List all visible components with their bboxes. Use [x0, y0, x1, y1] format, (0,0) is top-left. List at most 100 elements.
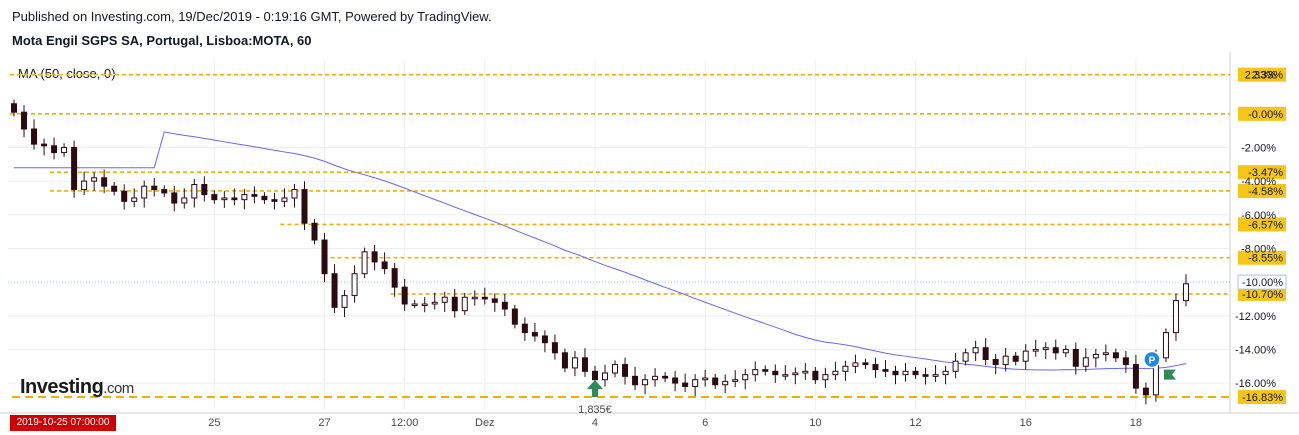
y-tick-label: 2.33%: [1245, 70, 1276, 82]
logo-main: Investing: [20, 376, 104, 398]
candle-body: [902, 370, 909, 376]
candle-body: [992, 359, 999, 366]
candle-body: [401, 286, 408, 305]
candle-body: [311, 222, 318, 241]
candle-body: [832, 370, 839, 376]
time-badge: 2019-10-25 07:00:00: [10, 415, 116, 431]
chart-title: Mota Engil SGPS SA, Portugal, Lisboa:MOT…: [12, 33, 312, 48]
candle-body: [792, 372, 799, 376]
candle-body: [682, 382, 689, 387]
candle-body: [1062, 348, 1069, 354]
candle-body: [892, 370, 899, 376]
moving-average: [14, 131, 1187, 371]
candle-body: [722, 380, 729, 386]
candle-body: [581, 357, 588, 372]
candle-body: [692, 379, 699, 387]
candle-body: [541, 335, 548, 344]
y-tick-label: -6.00%: [1241, 210, 1276, 222]
candle-body: [1102, 352, 1109, 355]
candle-body: [762, 369, 769, 372]
candle-body: [551, 342, 558, 354]
candle-body: [111, 185, 118, 192]
candle-body: [742, 374, 749, 381]
candle-body: [612, 364, 619, 374]
x-tick-label: 16: [1020, 417, 1032, 429]
candle-body: [1112, 352, 1119, 359]
candle-body: [141, 185, 148, 199]
fib-level-label: -16.83%: [1242, 392, 1283, 404]
y-tick-label: -4.00%: [1241, 176, 1276, 188]
candle-body: [491, 298, 498, 303]
candle-body: [151, 185, 158, 191]
candle-body: [561, 352, 568, 369]
indicator-label[interactable]: MA (50, close, 0): [18, 66, 116, 81]
ma-line: [14, 131, 1187, 371]
candle-body: [652, 375, 659, 381]
fib-level-tag: [1238, 390, 1286, 405]
y-tick-label: -16.00%: [1235, 378, 1276, 390]
candle-body: [371, 251, 378, 263]
candle-body: [191, 184, 198, 199]
candle-body: [1002, 355, 1009, 366]
x-tick-label: Dez: [475, 417, 495, 429]
y-tick-label: -2.00%: [1241, 143, 1276, 155]
candle-body: [271, 199, 278, 202]
candle-body: [962, 352, 969, 362]
up-arrow-icon: [586, 379, 603, 397]
fib-level-tag: [1238, 165, 1286, 180]
candle-body: [1052, 347, 1059, 354]
y-tick-label: -8.00%: [1241, 243, 1276, 255]
fibonacci-levels: 2.33% -0.00% -3.47% -4.58% -6.57% -8.55% -10.7…: [8, 67, 1287, 405]
candle-body: [1022, 350, 1029, 362]
y-tick-label: -14.00%: [1235, 344, 1276, 356]
candle-body: [632, 375, 639, 386]
candle-body: [231, 197, 238, 201]
candle-body: [71, 147, 78, 191]
x-tick-label: 12: [909, 417, 921, 429]
candle-body: [1182, 283, 1189, 302]
candle-body: [1012, 355, 1019, 362]
candle-body: [872, 364, 879, 371]
candle-body: [932, 374, 939, 377]
candle-body: [1172, 300, 1179, 334]
fib-level-label: 2.33%: [1252, 70, 1283, 82]
chart-grid: [0, 52, 1299, 414]
candle-body: [812, 370, 819, 381]
fib-level-label: -10.70%: [1242, 289, 1283, 301]
candle-body: [351, 273, 358, 297]
candle-body: [241, 194, 248, 201]
fib-level-label: -4.58%: [1248, 186, 1283, 198]
candle-body: [862, 362, 869, 366]
candle-body: [421, 303, 428, 306]
fib-level-label: -8.55%: [1248, 253, 1283, 265]
candle-body: [441, 296, 448, 303]
y-axis: 2.33% -2.00% -4.00% -6.00% -8.00% -12.00% -14.…: [1235, 70, 1276, 390]
y-tick-label: -12.00%: [1235, 311, 1276, 323]
candle-body: [481, 296, 488, 300]
candle-body: [361, 251, 368, 275]
candle-body: [501, 301, 508, 310]
candle-body: [381, 261, 388, 270]
published-caption: Published on Investing.com, 19/Dec/2019 …: [12, 9, 492, 24]
candle-body: [622, 364, 629, 377]
fib-level-label: -6.57%: [1248, 219, 1283, 231]
candle-body: [1142, 387, 1149, 396]
candle-body: [521, 323, 528, 334]
candle-body: [972, 347, 979, 354]
candle-body: [922, 374, 929, 377]
candle-body: [752, 369, 759, 376]
candle-body: [11, 103, 17, 113]
candle-body: [411, 303, 418, 306]
candle-body: [511, 308, 518, 325]
candle-body: [21, 111, 28, 130]
x-tick-label: 10: [809, 417, 821, 429]
candle-body: [161, 189, 168, 194]
candle-body: [131, 197, 138, 202]
candle-body: [982, 347, 989, 361]
p-circle-icon: [1143, 350, 1161, 369]
candle-body: [602, 372, 608, 381]
x-tick-label: 12:00: [391, 417, 419, 429]
candle-body: [251, 194, 258, 197]
candle-body: [341, 295, 348, 308]
